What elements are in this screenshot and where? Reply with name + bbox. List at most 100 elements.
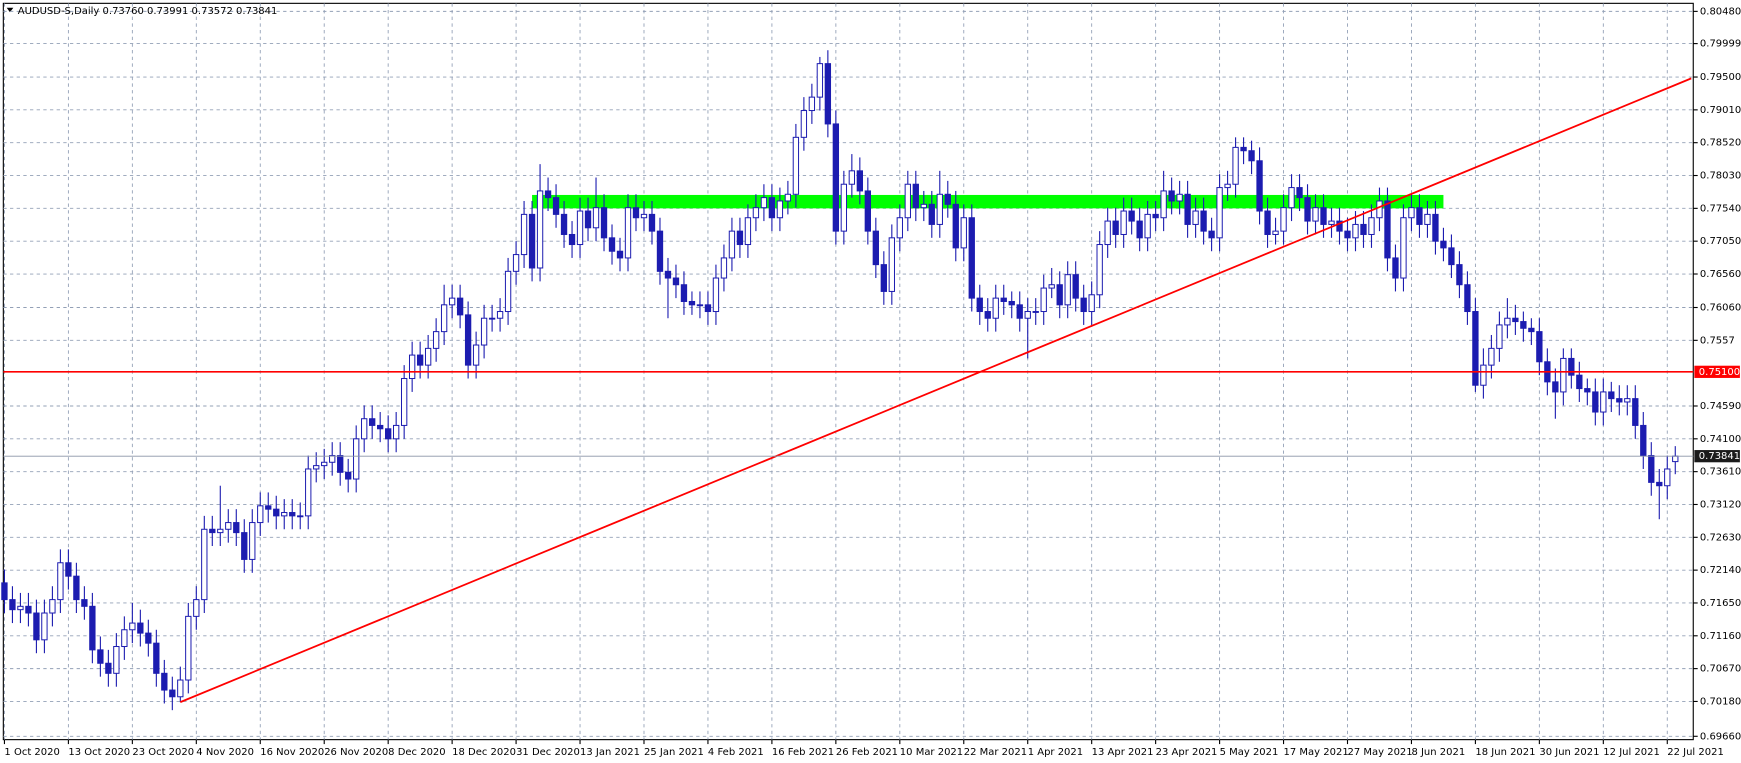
candle-body <box>1112 220 1119 235</box>
candle-body <box>688 300 696 306</box>
candle-body <box>161 672 168 691</box>
x-tick-label: 8 Jun 2021 <box>1411 747 1465 758</box>
candle-body <box>696 304 704 307</box>
candle-body <box>472 344 480 366</box>
candle-body <box>1048 284 1055 289</box>
candle-body <box>600 207 608 239</box>
bid-label: 0.73841 <box>1699 451 1740 462</box>
candle-body <box>1176 193 1183 202</box>
x-tick-label: 25 Jan 2021 <box>644 747 704 758</box>
candle-body <box>1528 327 1535 333</box>
candle-body <box>1072 274 1079 299</box>
candle-body <box>1168 190 1175 202</box>
y-tick-label: 0.79500 <box>1700 72 1741 83</box>
candle-body <box>416 354 424 366</box>
y-tick-label: 0.74100 <box>1700 434 1741 445</box>
candle-body <box>361 418 368 440</box>
candle-body <box>720 257 728 279</box>
candle-body <box>1560 357 1567 393</box>
candle-body <box>880 264 887 292</box>
candle-body <box>1600 391 1607 413</box>
candle-body <box>1520 321 1527 329</box>
candle-body <box>337 455 344 473</box>
candle-body <box>1088 294 1095 313</box>
candle-body <box>648 213 656 232</box>
menu-arrow[interactable] <box>6 7 14 13</box>
candle-body <box>273 508 280 517</box>
x-tick-label: 22 Mar 2021 <box>964 747 1027 758</box>
candle-body <box>1200 210 1207 232</box>
candle-body <box>1624 398 1631 403</box>
candle-body <box>608 237 616 252</box>
high-quote: 0.73991 <box>147 6 188 17</box>
candle-body <box>960 217 967 249</box>
candle-body <box>1616 398 1623 403</box>
candle-body <box>321 461 328 467</box>
x-tick-label: 26 Nov 2020 <box>324 747 388 758</box>
candle-body <box>568 233 576 246</box>
candle-body <box>1296 187 1303 199</box>
candle-body <box>1552 381 1559 393</box>
candle-body <box>1424 213 1431 225</box>
candle-body <box>1280 207 1287 232</box>
x-tick-label: 5 May 2021 <box>1220 747 1279 758</box>
x-tick-label: 18 Dec 2020 <box>452 747 516 758</box>
candle-body <box>1360 223 1367 235</box>
candle-body <box>289 512 296 517</box>
candle-body <box>712 277 720 313</box>
x-tick-label: 16 Nov 2020 <box>260 747 324 758</box>
x-tick-label: 4 Nov 2020 <box>196 747 254 758</box>
candle-body <box>1304 197 1311 222</box>
candle-body <box>872 230 879 266</box>
candle-body <box>528 213 536 269</box>
candle-body <box>1232 146 1239 185</box>
candle-body <box>904 183 911 219</box>
x-tick-label: 31 Dec 2020 <box>516 747 580 758</box>
candle-body <box>768 197 776 219</box>
candle-body <box>824 63 832 125</box>
candle-body <box>912 183 919 209</box>
candle-body <box>313 465 320 470</box>
candle-body <box>137 622 144 634</box>
candle-body <box>936 193 943 225</box>
candle-body <box>1248 150 1255 162</box>
candle-body <box>1080 297 1087 313</box>
candle-body <box>832 123 840 232</box>
candle-body <box>1320 207 1327 225</box>
candle-body <box>177 679 184 698</box>
x-tick-label: 1 Oct 2020 <box>4 747 59 758</box>
x-tick-label: 17 May 2021 <box>1284 747 1349 758</box>
close-quote: 0.73841 <box>236 6 277 17</box>
candle-body <box>616 250 624 259</box>
candle-body <box>1192 210 1199 225</box>
candle-body <box>1400 217 1407 279</box>
y-tick-label: 0.80480 <box>1700 6 1741 17</box>
candle-body <box>1096 244 1103 296</box>
candle-body <box>704 304 712 313</box>
hline-label: 0.75100 <box>1699 367 1740 378</box>
candle-body <box>1416 207 1423 225</box>
candle-body <box>752 207 760 219</box>
candle-body <box>257 505 264 524</box>
candle-body <box>1496 324 1503 349</box>
candle-body <box>1648 455 1655 483</box>
y-tick-label: 0.71650 <box>1700 598 1741 609</box>
candle-body <box>393 424 400 440</box>
candle-body <box>1408 207 1415 219</box>
candle-body <box>536 190 544 269</box>
candle-body <box>504 270 512 313</box>
zone <box>532 194 1444 209</box>
candle-body <box>552 197 560 215</box>
candle-body <box>1432 213 1439 242</box>
candle-body <box>896 217 903 239</box>
candle-body <box>201 528 208 601</box>
candle-body <box>744 217 752 246</box>
candle-body <box>728 230 736 259</box>
candle-body <box>624 207 632 259</box>
y-tick-label: 0.76560 <box>1700 269 1741 280</box>
y-tick-label: 0.7557 <box>1700 335 1735 346</box>
y-tick-label: 0.78520 <box>1700 138 1741 149</box>
candle-body <box>169 689 176 698</box>
